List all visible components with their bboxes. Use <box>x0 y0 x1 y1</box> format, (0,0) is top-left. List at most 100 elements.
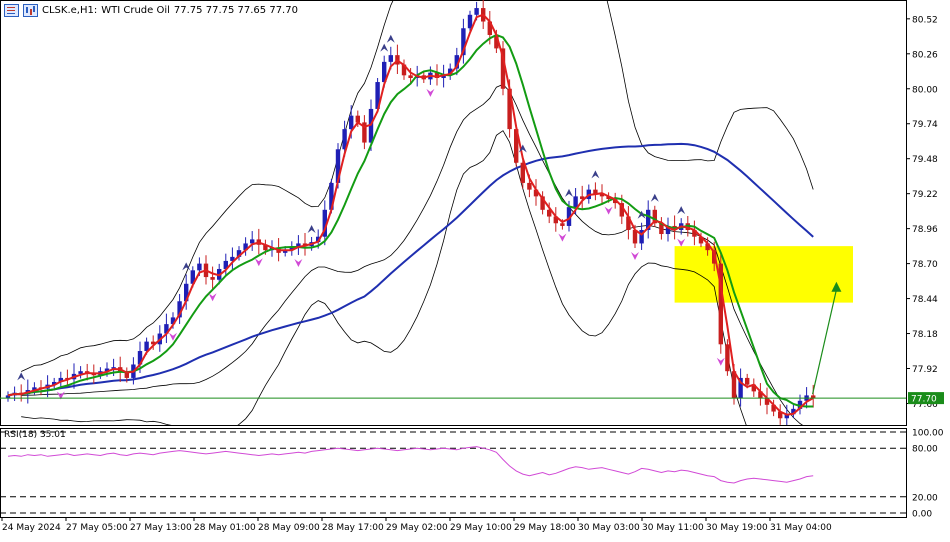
fractal-up-marker <box>386 34 395 43</box>
candle-body <box>725 344 730 372</box>
candle-body <box>520 162 525 183</box>
symbol-label: CLSK.e,H1: <box>42 5 98 16</box>
candle-body <box>368 108 374 143</box>
fractal-down-marker <box>56 391 65 400</box>
candle-body <box>342 129 347 150</box>
price-axis-label: 78.96 <box>912 225 938 235</box>
candle-body <box>547 209 552 217</box>
candle-body <box>553 216 558 224</box>
candle-body <box>322 209 327 237</box>
candle-body <box>659 223 664 235</box>
rsi-plot-frame <box>0 428 907 518</box>
candle-body <box>599 193 605 197</box>
chart-header: CLSK.e,H1: WTI Crude Oil 77.75 77.75 77.… <box>4 4 298 17</box>
candle-body <box>283 250 288 253</box>
candle-body <box>375 82 380 109</box>
fractal-up-marker <box>637 210 646 219</box>
current-price-label: 77.70 <box>911 395 937 405</box>
candle-body <box>698 236 704 244</box>
candle-body <box>58 377 63 382</box>
fractal-up-marker <box>17 372 26 381</box>
price-axis-label: 77.66 <box>912 400 938 410</box>
candle-body <box>408 75 413 79</box>
candle-body <box>382 61 387 83</box>
instrument-label: WTI Crude Oil <box>101 5 170 16</box>
candle-body <box>461 28 466 56</box>
price-axis-label: 80.26 <box>912 50 938 60</box>
candle-body <box>560 223 565 226</box>
candle-body <box>316 236 321 243</box>
chart-type-icon[interactable] <box>23 4 38 17</box>
indicator-list-icon[interactable] <box>4 4 19 17</box>
price-axis-label: 78.70 <box>912 260 938 270</box>
candle-body <box>566 207 572 226</box>
candle-body <box>646 209 651 230</box>
ma-slow-line <box>7 33 814 408</box>
fractal-down-marker <box>254 258 263 267</box>
fractal-down-marker <box>677 238 686 247</box>
candle-body <box>296 243 301 248</box>
candle-body <box>91 373 96 376</box>
fractal-down-marker <box>294 258 303 267</box>
main-plot-frame <box>0 0 907 426</box>
candle-body <box>573 196 578 208</box>
candle-body <box>494 34 499 49</box>
candle-body <box>250 239 255 244</box>
price-axis-label: 78.44 <box>912 295 938 305</box>
candle-body <box>791 408 796 415</box>
candle-body <box>613 199 618 204</box>
candle-body <box>606 196 611 200</box>
candle-body <box>197 263 202 271</box>
fractal-down-marker <box>604 206 613 215</box>
candle-body <box>533 189 539 197</box>
ma-long-line <box>7 142 814 397</box>
candle-body <box>65 377 70 380</box>
bollinger-lower <box>21 130 747 425</box>
price-axis-label: 80.00 <box>912 85 938 95</box>
candle-body <box>665 225 671 235</box>
candle-body <box>137 351 143 365</box>
time-axis-label: 31 May 04:00 <box>770 523 832 533</box>
time-axis-label: 28 May 09:00 <box>258 523 320 533</box>
candle-body <box>111 367 116 369</box>
fractal-up-marker <box>518 144 527 153</box>
candle-body <box>797 400 803 409</box>
candle-body <box>388 55 393 62</box>
fractal-down-marker <box>426 88 435 97</box>
candle-body <box>514 129 519 163</box>
candle-body <box>619 203 624 217</box>
rsi-line <box>7 446 814 484</box>
candle-body <box>487 21 492 35</box>
time-axis-label: 28 May 01:00 <box>194 523 256 533</box>
ohlc-values: 77.75 77.75 77.65 77.70 <box>173 5 298 16</box>
candle-body <box>362 122 367 143</box>
candle-body <box>190 270 195 284</box>
candle-body <box>78 371 83 374</box>
candle-body <box>151 341 156 345</box>
projection-arrow-head <box>831 281 842 292</box>
candle-body <box>692 229 697 237</box>
candle-body <box>778 411 783 419</box>
time-axis-label: 27 May 05:00 <box>66 523 128 533</box>
time-axis-label: 30 May 19:00 <box>706 523 768 533</box>
candle-body <box>52 381 57 385</box>
candle-body <box>448 68 453 76</box>
projection-arrow-line <box>812 289 837 395</box>
price-axis-label: 78.18 <box>912 330 938 340</box>
candle-body <box>626 216 631 230</box>
fractal-up-marker <box>380 43 389 52</box>
candle-body <box>32 387 37 391</box>
candle-body <box>784 414 789 419</box>
price-axis-label: 79.74 <box>912 120 938 130</box>
time-axis-label: 24 May 2024 <box>2 523 61 533</box>
candle-body <box>177 301 182 318</box>
candle-body <box>718 263 723 345</box>
candle-body <box>527 182 532 190</box>
candle-body <box>771 404 776 412</box>
candle-body <box>401 64 407 76</box>
target-zone <box>674 246 853 303</box>
rsi-axis-label: 20.00 <box>912 493 938 503</box>
rsi-axis-label: 0.00 <box>912 510 932 520</box>
